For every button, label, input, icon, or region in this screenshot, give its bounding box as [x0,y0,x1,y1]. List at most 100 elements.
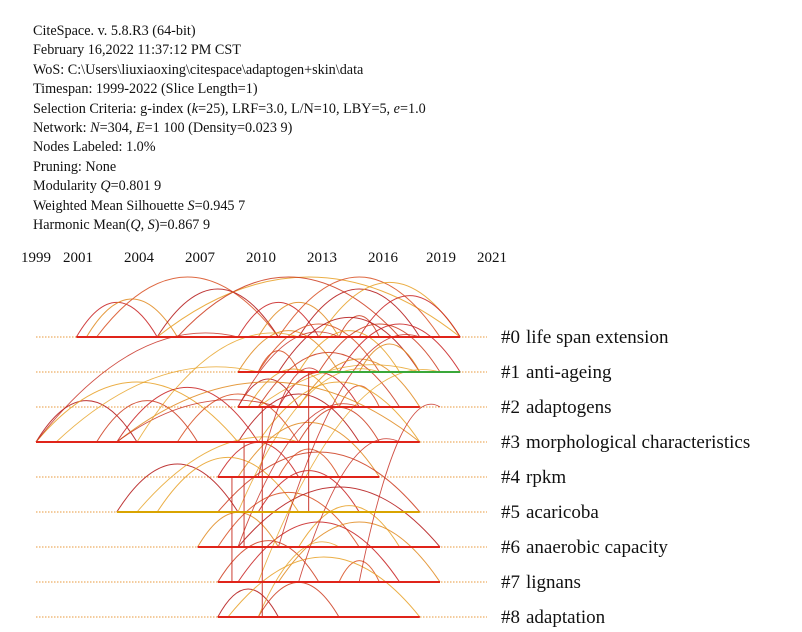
header-text: S [187,197,195,214]
cluster-name: life span extension [526,327,669,348]
citation-arc [358,343,421,373]
citation-arc [277,371,360,408]
cluster-id: #8 [501,607,520,628]
cluster-id: #2 [501,397,520,418]
cluster-label: #0 life span extension [501,327,669,348]
header-text: CiteSpace. v. 5.8.R3 (64-bit) [33,23,196,39]
citation-arc [338,560,380,583]
cluster-id: #3 [501,432,520,453]
citation-arc [217,441,300,478]
citation-arc [257,581,340,618]
cluster-label: #8 adaptation [501,607,606,628]
header-text: =304, [99,119,136,136]
year-tick-label: 2010 [246,250,276,266]
cross-cluster-link [237,403,360,548]
citation-arc [156,288,279,338]
citation-arc [116,463,239,513]
cluster-label: #4 rpkm [501,467,566,488]
header-text: WoS: C:\Users\liuxiaoxing\citespace\adap… [33,61,364,78]
header-text: =0.801 9 [110,178,162,195]
header-text: =1.0 [399,100,426,117]
header-text: =25), LRF=3.0, L/N=10, LBY=5, [198,100,394,117]
citation-arc [277,317,421,373]
citation-arc [217,451,421,513]
citation-arc [277,521,441,583]
cross-cluster-link [237,331,340,408]
citation-arc [35,400,138,443]
header-text: February 16,2022 11:37:12 PM CST [33,42,241,59]
header-text: Weighted Mean Silhouette [33,197,188,214]
cross-cluster-link [35,332,239,443]
year-tick-label: 1999 [21,250,51,266]
cluster-id: #7 [501,572,520,593]
cluster-label: #2 adaptogens [501,397,611,418]
cluster-id: #0 [501,327,520,348]
cluster-label: #3 morphological characteristics [501,432,750,453]
header-text: Selection Criteria: g-index ( [33,100,192,117]
year-tick-label: 2007 [185,250,216,266]
cluster-name: morphological characteristics [526,432,750,453]
cluster-active-spans [36,336,461,618]
citation-arc [35,381,239,443]
header-line: Pruning: None [33,158,426,177]
cluster-labels: #0 life span extension #1 anti-ageing #2 adap… [501,327,750,628]
citation-arc [217,492,360,548]
header-text: =0.945 7 [194,197,246,214]
cross-cluster-link [116,399,279,443]
header-line: Modularity Q=0.801 9 [33,177,426,196]
citation-arc [156,457,300,513]
header-line: Nodes Labeled: 1.0% [33,138,426,157]
cross-cluster-link [298,438,400,583]
header-text: =1 100 (Density=0.023 9) [144,119,293,136]
year-tick-label: 2021 [477,250,507,266]
header-line: Network: N=304, E=1 100 (Density=0.023 9… [33,119,426,138]
cross-cluster-link [257,364,420,408]
year-tick-label: 2013 [307,250,337,266]
citation-arc [96,400,199,443]
header-text: N [90,119,100,136]
header-text: E [136,119,145,136]
citation-arc [277,276,441,338]
cross-cluster-link [257,369,441,583]
header-text: Network: [33,119,91,136]
cluster-name: anti-ageing [526,362,612,383]
citation-arc [237,330,340,373]
cluster-name: anaerobic capacity [526,537,668,558]
header-text: Modularity [33,178,101,195]
cross-cluster-link [358,403,441,583]
citation-arc [298,505,401,548]
header-line: Selection Criteria: g-index (k=25), LRF=… [33,100,426,119]
cluster-id: #1 [501,362,520,383]
citation-arc [257,352,401,408]
header-text: Q [130,216,141,233]
citation-arc [176,393,300,443]
header-text: Timespan: 1999-2022 (Slice Length=1) [33,81,258,98]
cluster-id: #5 [501,502,520,523]
citation-arc [96,276,279,338]
year-axis: 1999 2001 2004 2007 2010 2013 2016 2019 2021 [21,250,507,266]
cluster-label: #6 anaerobic capacity [501,537,668,558]
cluster-name: lignans [526,572,581,593]
cluster-id: #6 [501,537,520,558]
citation-arc [237,393,360,443]
citation-arc [298,330,401,373]
year-tick-label: 2001 [63,250,93,266]
citation-links [35,276,461,618]
citation-arc [257,301,340,338]
cluster-name: acaricoba [526,502,599,523]
citation-arc [237,486,441,548]
header-line: CiteSpace. v. 5.8.R3 (64-bit) [33,22,426,41]
cluster-id: #4 [501,467,521,488]
citation-arc [237,301,320,338]
citation-arc [338,323,461,373]
cross-cluster-link [257,541,340,618]
header-info: CiteSpace. v. 5.8.R3 (64-bit) February 16… [33,22,426,235]
header-line: Weighted Mean Silhouette S=0.945 7 [33,197,426,216]
citation-arc [298,358,421,408]
header-text: , [140,216,148,233]
header-line: Timespan: 1999-2022 (Slice Length=1) [33,80,426,99]
header-line: WoS: C:\Users\liuxiaoxing\citespace\adap… [33,61,426,80]
cluster-name: adaptation [526,607,606,628]
header-text: Pruning: None [33,158,117,175]
